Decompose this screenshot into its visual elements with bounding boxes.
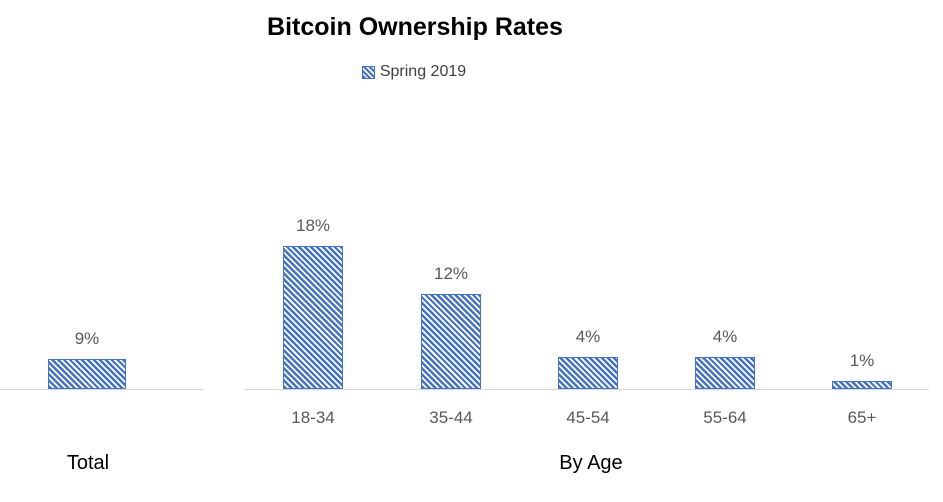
value-label-35-44: 12%: [433, 264, 469, 283]
value-label-55-64: 4%: [712, 327, 738, 346]
chart-title: Bitcoin Ownership Rates: [267, 13, 563, 41]
baseline-axis: [245, 389, 929, 390]
bar-18-34: [283, 246, 343, 389]
group-label-total: Total: [66, 452, 110, 474]
category-label-65+: 65+: [847, 408, 877, 427]
bar-65+: [832, 381, 892, 389]
category-label-18-34: 18-34: [291, 408, 335, 427]
group-label-by-age: By Age: [559, 452, 623, 474]
value-label-18-34: 18%: [295, 216, 331, 235]
legend: Spring 2019: [0, 62, 828, 82]
bar-total: [48, 359, 126, 389]
bar-35-44: [421, 294, 481, 389]
value-label-65+: 1%: [849, 351, 875, 370]
category-label-55-64: 55-64: [703, 408, 747, 427]
bar-55-64: [695, 357, 755, 389]
baseline-axis: [0, 389, 203, 390]
value-label-total: 9%: [74, 329, 100, 348]
category-label-35-44: 35-44: [429, 408, 473, 427]
legend-series-label: Spring 2019: [379, 63, 467, 80]
legend-hatch-swatch-icon: [361, 65, 375, 79]
value-label-45-54: 4%: [575, 327, 601, 346]
category-label-45-54: 45-54: [566, 408, 610, 427]
bar-45-54: [558, 357, 618, 389]
